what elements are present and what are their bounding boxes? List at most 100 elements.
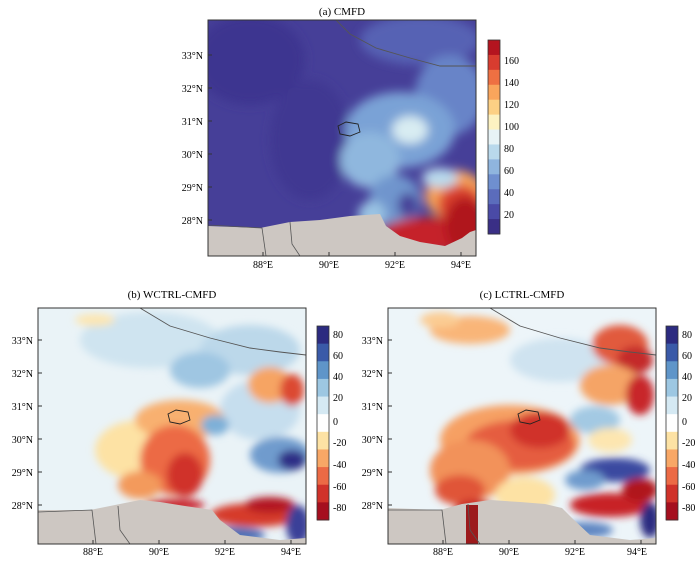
panel-a-lat-label: 28°N	[182, 216, 203, 227]
panel-c-lat-label: 31°N	[362, 402, 383, 413]
panel-b-lat-label: 29°N	[12, 468, 33, 479]
panel-c-lon-label: 94°E	[627, 547, 647, 557]
panel-b-lat-label: 33°N	[12, 336, 33, 347]
panel-c-lat-label: 30°N	[362, 435, 383, 446]
colorbar-segment	[666, 396, 678, 415]
colorbar-segment	[317, 484, 329, 503]
panel-a-lat-label: 32°N	[182, 84, 203, 95]
panel-c-colorbar-tick: 20	[682, 393, 692, 404]
colorbar-segment	[666, 378, 678, 398]
panel-c-colorbar-tick: -20	[682, 438, 695, 449]
colorbar-segment	[317, 449, 329, 468]
panel-a-lat-label: 29°N	[182, 183, 203, 194]
colorbar-segment	[666, 484, 678, 503]
panel-b-lat-label: 30°N	[12, 435, 33, 446]
panel-b: (b) WCTRL-CMFD	[12, 289, 347, 558]
panel-b-colorbar: 80 60 40 20 0 -20 -40 -60 -80	[316, 325, 346, 521]
panel-b-lon-label: 90°E	[149, 547, 169, 557]
panel-b-lon-label: 88°E	[83, 547, 103, 557]
colorbar-segment	[317, 431, 329, 450]
colorbar-segment	[488, 174, 500, 190]
panel-a-map	[208, 20, 476, 256]
panel-c-lat-label: 33°N	[362, 336, 383, 347]
colorbar-segment	[488, 84, 500, 101]
panel-c-lon-label: 92°E	[565, 547, 585, 557]
panel-a-colorbar-tick: 100	[504, 122, 519, 133]
colorbar-segment	[488, 99, 500, 116]
colorbar-segment	[317, 343, 329, 362]
colorbar-segment	[317, 378, 329, 398]
panel-c-colorbar-tick: -60	[682, 482, 695, 493]
panel-a-colorbar-tick: 140	[504, 78, 519, 89]
colorbar-segment	[666, 431, 678, 450]
panel-c-colorbar-tick: -40	[682, 460, 695, 471]
colorbar-segment	[666, 467, 678, 486]
colorbar-segment	[488, 189, 500, 205]
panel-c-lat-label: 29°N	[362, 468, 383, 479]
colorbar-segment	[666, 361, 678, 380]
panel-b-colorbar-tick: -20	[333, 438, 346, 449]
colorbar-segment	[488, 114, 500, 131]
panel-b-colorbar-tick: -40	[333, 460, 346, 471]
colorbar-segment	[488, 159, 500, 175]
panel-b-lat-label: 28°N	[12, 501, 33, 512]
colorbar-segment	[317, 326, 329, 345]
colorbar-segment	[488, 219, 500, 235]
colorbar-segment	[666, 326, 678, 345]
colorbar-segment	[317, 414, 329, 433]
colorbar-segment	[317, 396, 329, 415]
panel-b-colorbar-tick: 40	[333, 372, 343, 383]
panel-a-colorbar-tick: 120	[504, 100, 519, 111]
panel-a-lon-label: 94°E	[451, 260, 471, 271]
panel-a-lat-label: 33°N	[182, 51, 203, 62]
panel-b-colorbar-tick: 60	[333, 351, 343, 362]
panel-c-lat-label: 32°N	[362, 369, 383, 380]
colorbar-segment	[317, 502, 329, 521]
panel-b-colorbar-tick: -80	[333, 503, 346, 514]
panel-c-colorbar-tick: -80	[682, 503, 695, 514]
panel-b-lat-label: 32°N	[12, 369, 33, 380]
colorbar-segment	[488, 129, 500, 145]
panel-c-colorbar: 80 60 40 20 0 -20 -40 -60 -80	[665, 325, 695, 521]
panel-a-lon-label: 92°E	[385, 260, 405, 271]
colorbar-segment	[666, 449, 678, 468]
colorbar-segment	[488, 144, 500, 160]
panel-b-title: (b) WCTRL-CMFD	[128, 289, 217, 301]
colorbar-segment	[666, 414, 678, 433]
panel-b-frame	[37, 307, 307, 545]
colorbar-segment	[488, 40, 500, 56]
colorbar-segment	[666, 502, 678, 521]
panel-a-colorbar-tick: 20	[504, 210, 514, 221]
panel-b-colorbar-tick: -60	[333, 482, 346, 493]
colorbar-segment	[666, 343, 678, 362]
panel-a: (a) CMFD	[182, 6, 519, 271]
panel-a-title: (a) CMFD	[319, 6, 365, 18]
panel-a-colorbar: 160 140 120 100 80 60 40 20	[487, 39, 519, 235]
panel-b-lat-label: 31°N	[12, 402, 33, 413]
colorbar-segment	[488, 204, 500, 220]
panel-c-colorbar-tick: 0	[682, 417, 687, 428]
panel-b-colorbar-tick: 80	[333, 330, 343, 341]
panel-a-frame	[207, 19, 477, 257]
panel-a-lat-label: 31°N	[182, 117, 203, 128]
colorbar-segment	[317, 361, 329, 380]
panel-c-colorbar-tick: 80	[682, 330, 692, 341]
panel-c-lon-label: 90°E	[499, 547, 519, 557]
panel-c-colorbar-tick: 60	[682, 351, 692, 362]
colorbar-segment	[488, 54, 500, 71]
panel-b-colorbar-tick: 20	[333, 393, 343, 404]
panel-b-lon-label: 94°E	[281, 547, 301, 557]
panel-a-lat-label: 30°N	[182, 150, 203, 161]
panel-c-lat-label: 28°N	[362, 501, 383, 512]
panel-b-map	[38, 308, 306, 544]
colorbar-segment	[317, 467, 329, 486]
panel-a-colorbar-tick: 40	[504, 188, 514, 199]
panel-a-colorbar-tick: 60	[504, 166, 514, 177]
colorbar-segment	[488, 69, 500, 86]
panel-a-colorbar-tick: 160	[504, 56, 519, 67]
panel-b-colorbar-tick: 0	[333, 417, 338, 428]
panel-c: (c) LCTRL-CMFD	[362, 289, 696, 558]
panel-c-colorbar-tick: 40	[682, 372, 692, 383]
panel-b-lon-label: 92°E	[215, 547, 235, 557]
